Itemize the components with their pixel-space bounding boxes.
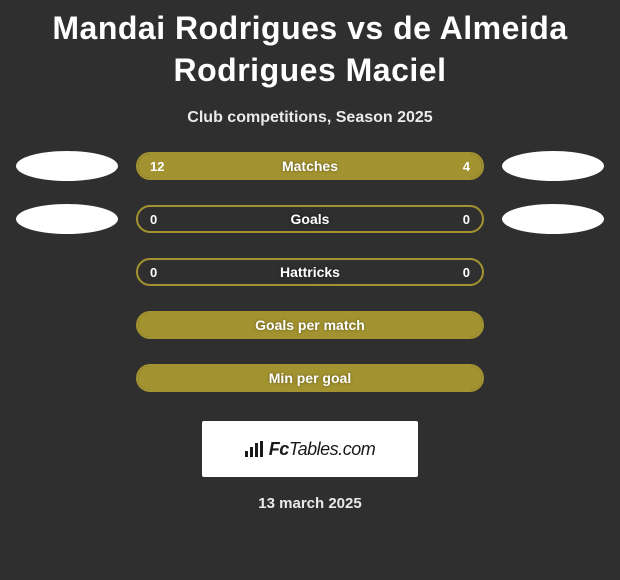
stat-value-left: 0: [150, 265, 157, 280]
page-subtitle: Club competitions, Season 2025: [0, 109, 620, 127]
stat-value-left: 12: [150, 159, 164, 174]
bar-fill-left: [138, 154, 396, 178]
stat-label: Matches: [282, 158, 338, 174]
stat-bar: 0 Hattricks 0: [136, 258, 484, 286]
stat-row: Min per goal: [0, 363, 620, 393]
stat-value-left: 0: [150, 212, 157, 227]
bar-chart-icon: [245, 441, 263, 457]
page-title: Mandai Rodrigues vs de Almeida Rodrigues…: [0, 0, 620, 95]
stat-value-right: 4: [463, 159, 470, 174]
player-right-oval: [502, 204, 604, 234]
stat-value-right: 0: [463, 212, 470, 227]
stat-label: Hattricks: [280, 264, 340, 280]
stat-row: Goals per match: [0, 310, 620, 340]
brand-badge: FcTables.com: [202, 421, 418, 477]
footer-date: 13 march 2025: [0, 495, 620, 512]
stat-bar: 12 Matches 4: [136, 152, 484, 180]
stat-label: Goals per match: [255, 317, 365, 333]
brand-text: FcTables.com: [269, 439, 375, 460]
stat-row: 12 Matches 4: [0, 151, 620, 181]
stat-bar: Min per goal: [136, 364, 484, 392]
stat-bar: Goals per match: [136, 311, 484, 339]
player-right-oval: [502, 151, 604, 181]
stat-row: 0 Goals 0: [0, 204, 620, 234]
brand-prefix: Fc: [269, 439, 289, 459]
stat-bar: 0 Goals 0: [136, 205, 484, 233]
brand-suffix: Tables.com: [289, 439, 375, 459]
player-left-oval: [16, 204, 118, 234]
stat-label: Min per goal: [269, 370, 351, 386]
stats-container: 12 Matches 4 0 Goals 0 0 Hattricks 0 Goals per ma…: [0, 151, 620, 393]
stat-value-right: 0: [463, 265, 470, 280]
player-left-oval: [16, 151, 118, 181]
stat-row: 0 Hattricks 0: [0, 257, 620, 287]
stat-label: Goals: [291, 211, 330, 227]
